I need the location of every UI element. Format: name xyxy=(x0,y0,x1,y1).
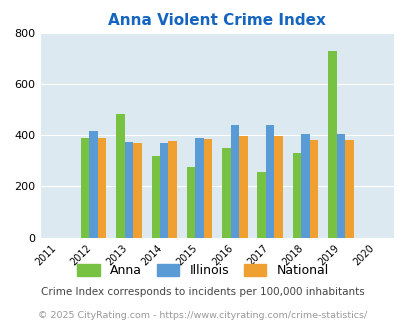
Bar xyxy=(292,153,301,238)
Bar xyxy=(239,136,247,238)
Bar xyxy=(265,125,274,238)
Bar xyxy=(124,143,133,238)
Bar xyxy=(195,138,203,238)
Bar xyxy=(222,148,230,238)
Text: Crime Index corresponds to incidents per 100,000 inhabitants: Crime Index corresponds to incidents per… xyxy=(41,287,364,297)
Bar xyxy=(98,138,106,238)
Bar xyxy=(168,141,177,238)
Title: Anna Violent Crime Index: Anna Violent Crime Index xyxy=(108,13,325,28)
Bar xyxy=(81,138,89,238)
Bar xyxy=(116,114,124,238)
Bar xyxy=(257,172,265,238)
Bar xyxy=(89,131,98,238)
Bar xyxy=(327,51,336,238)
Bar xyxy=(274,136,282,238)
Bar xyxy=(230,125,239,238)
Bar xyxy=(344,140,353,238)
Bar xyxy=(203,139,212,238)
Bar xyxy=(133,144,141,238)
Bar xyxy=(309,141,318,238)
Bar xyxy=(336,134,344,238)
Text: © 2025 CityRating.com - https://www.cityrating.com/crime-statistics/: © 2025 CityRating.com - https://www.city… xyxy=(38,311,367,320)
Legend: Anna, Illinois, National: Anna, Illinois, National xyxy=(72,259,333,282)
Bar xyxy=(186,167,195,238)
Bar xyxy=(160,143,168,238)
Bar xyxy=(301,134,309,238)
Bar xyxy=(151,156,160,238)
